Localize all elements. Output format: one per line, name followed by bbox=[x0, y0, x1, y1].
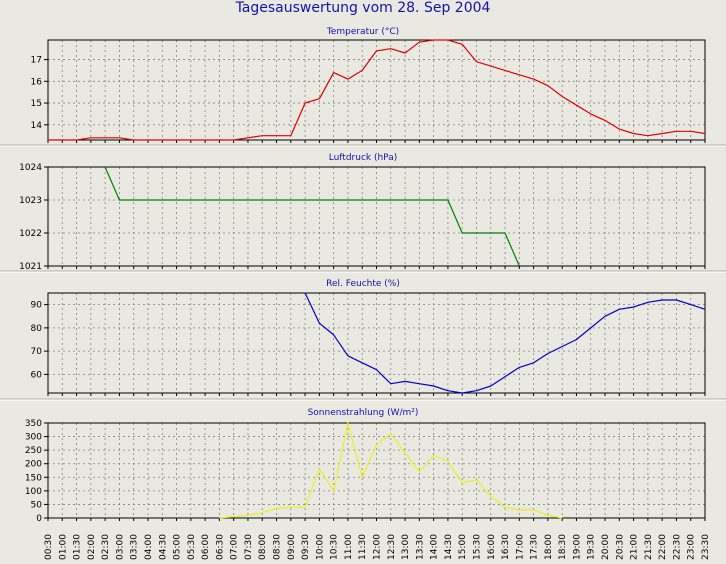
x-tick-label: 05:30 bbox=[187, 534, 197, 560]
panel-title: Luftdruck (hPa) bbox=[329, 153, 398, 163]
x-tick-label: 14:30 bbox=[444, 534, 454, 560]
x-tick-label: 06:00 bbox=[201, 534, 211, 560]
x-tick-label: 02:30 bbox=[101, 534, 111, 560]
y-tick-label: 100 bbox=[25, 487, 42, 497]
x-tick-label: 04:30 bbox=[158, 534, 168, 560]
x-tick-label: 21:00 bbox=[630, 534, 640, 560]
x-tick-label: 01:30 bbox=[73, 534, 83, 560]
x-tick-label: 18:30 bbox=[558, 534, 568, 560]
x-tick-label: 11:00 bbox=[344, 534, 354, 560]
x-tick-label: 09:00 bbox=[287, 534, 297, 560]
x-tick-label: 21:30 bbox=[644, 534, 654, 560]
y-tick-label: 150 bbox=[25, 473, 42, 483]
x-tick-label: 13:00 bbox=[401, 534, 411, 560]
x-tick-label: 00:30 bbox=[44, 534, 54, 560]
x-tick-label: 23:30 bbox=[701, 534, 711, 560]
plot-area-frame bbox=[47, 166, 706, 267]
y-tick-label: 1023 bbox=[19, 196, 42, 206]
x-tick-label: 07:00 bbox=[230, 534, 240, 560]
x-tick-label: 13:30 bbox=[415, 534, 425, 560]
y-tick-label: 15 bbox=[31, 99, 42, 109]
x-tick-label: 22:00 bbox=[658, 534, 668, 560]
y-tick-label: 1024 bbox=[19, 163, 42, 173]
x-tick-label: 12:00 bbox=[373, 534, 383, 560]
y-tick-label: 1021 bbox=[19, 262, 42, 272]
x-tick-label: 23:00 bbox=[687, 534, 697, 560]
series-line bbox=[304, 292, 706, 394]
series-line bbox=[104, 166, 520, 267]
y-tick-label: 16 bbox=[31, 77, 43, 87]
y-tick-label: 14 bbox=[31, 121, 43, 131]
x-tick-label: 03:30 bbox=[130, 534, 140, 560]
panel-title: Temperatur (°C) bbox=[326, 27, 399, 37]
x-tick-label: 20:30 bbox=[615, 534, 625, 560]
x-tick-label: 01:00 bbox=[58, 534, 68, 560]
y-tick-label: 90 bbox=[31, 301, 43, 311]
x-tick-label: 08:30 bbox=[273, 534, 283, 560]
x-tick-label: 11:30 bbox=[358, 534, 368, 560]
y-tick-label: 300 bbox=[25, 433, 42, 443]
series-line bbox=[219, 422, 563, 519]
y-tick-label: 200 bbox=[25, 460, 42, 470]
x-tick-label: 16:00 bbox=[487, 534, 497, 560]
x-tick-label: 14:00 bbox=[430, 534, 440, 560]
x-tick-label: 10:30 bbox=[330, 534, 340, 560]
x-tick-label: 15:00 bbox=[458, 534, 468, 560]
x-tick-label: 17:00 bbox=[515, 534, 525, 560]
y-tick-label: 50 bbox=[31, 500, 43, 510]
x-tick-label: 04:00 bbox=[144, 534, 154, 560]
x-tick-label: 22:30 bbox=[672, 534, 682, 560]
x-tick-label: 17:30 bbox=[530, 534, 540, 560]
y-tick-label: 17 bbox=[31, 56, 42, 66]
x-tick-label: 06:30 bbox=[215, 534, 225, 560]
x-tick-label: 12:30 bbox=[387, 534, 397, 560]
x-tick-label: 07:30 bbox=[244, 534, 254, 560]
x-tick-label: 03:00 bbox=[115, 534, 125, 560]
y-tick-label: 70 bbox=[31, 347, 43, 357]
y-tick-label: 350 bbox=[25, 419, 42, 429]
x-tick-label: 08:00 bbox=[258, 534, 268, 560]
y-tick-label: 1022 bbox=[19, 229, 42, 239]
x-tick-label: 02:00 bbox=[87, 534, 97, 560]
y-tick-label: 80 bbox=[31, 324, 43, 334]
x-tick-label: 19:00 bbox=[572, 534, 582, 560]
panel-title: Rel. Feuchte (%) bbox=[326, 279, 400, 289]
x-tick-label: 05:00 bbox=[173, 534, 183, 560]
y-tick-label: 250 bbox=[25, 446, 42, 456]
y-tick-label: 0 bbox=[36, 514, 42, 524]
x-tick-label: 09:30 bbox=[301, 534, 311, 560]
x-tick-label: 16:30 bbox=[501, 534, 511, 560]
x-tick-label: 10:00 bbox=[315, 534, 325, 560]
x-tick-label: 19:30 bbox=[587, 534, 597, 560]
x-tick-label: 18:00 bbox=[544, 534, 554, 560]
series-line bbox=[48, 39, 706, 141]
x-tick-label: 15:30 bbox=[472, 534, 482, 560]
x-tick-label: 20:00 bbox=[601, 534, 611, 560]
y-tick-label: 60 bbox=[31, 370, 43, 380]
panel-title: Sonnenstrahlung (W/m²) bbox=[308, 408, 419, 418]
chart-main-title: Tagesauswertung vom 28. Sep 2004 bbox=[235, 0, 491, 16]
